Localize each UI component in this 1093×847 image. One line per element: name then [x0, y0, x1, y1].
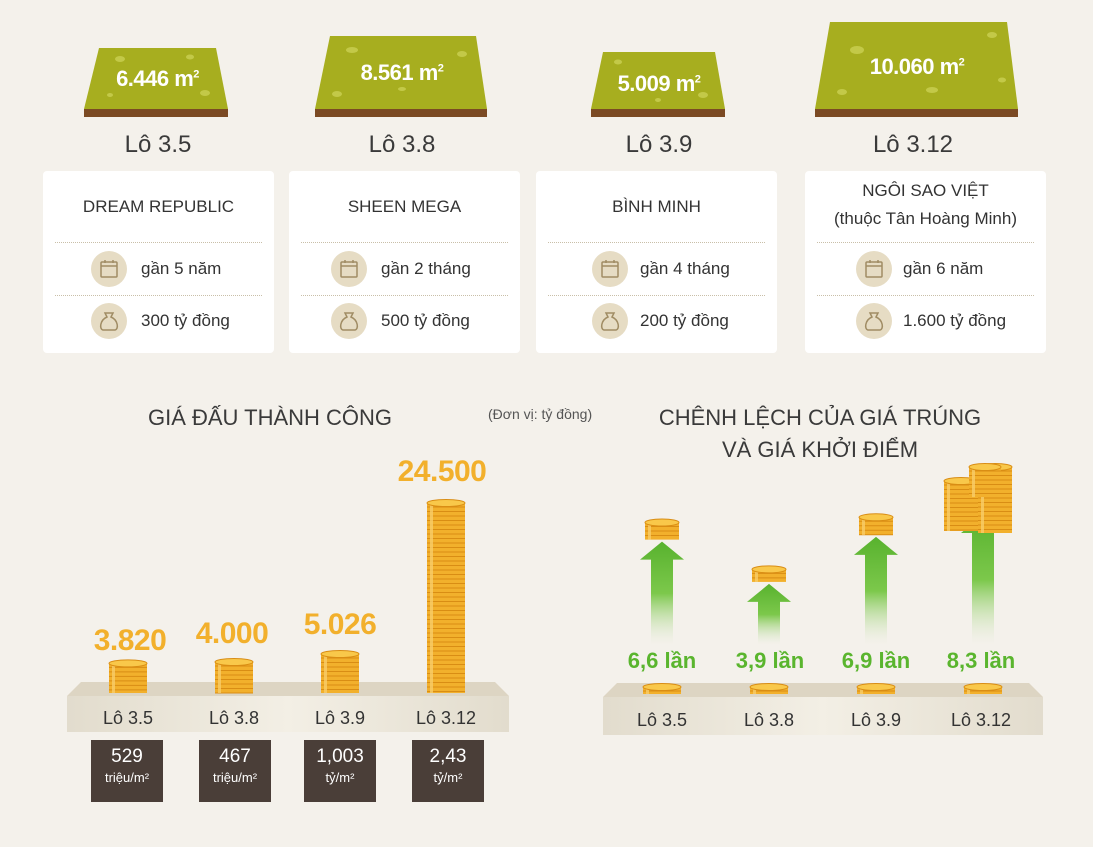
- ratio-base-coin-lô-3-9: [856, 683, 896, 694]
- capital-text: 500 tỷ đồng: [381, 311, 470, 330]
- ratio-arrow-lô-3-12: [961, 515, 1005, 645]
- time-text: gần 4 tháng: [640, 259, 730, 278]
- lot-label-3-5: Lô 3.5: [124, 131, 192, 158]
- time-text: gần 2 tháng: [381, 259, 471, 278]
- calendar-icon: [91, 251, 127, 287]
- time-text: gần 5 năm: [141, 259, 222, 278]
- ratio-chart-title-line1: CHÊNH LỆCH CỦA GIÁ TRÚNG: [658, 405, 982, 430]
- investor-name: BÌNH MINH: [612, 197, 701, 216]
- capital-text: 1.600 tỷ đồng: [903, 311, 1007, 330]
- price-value-3-5: 3.820: [93, 624, 167, 657]
- ratio-value-3-9: 6,9 lần: [841, 648, 911, 673]
- price-chart-unit: (Đơn vị: tỷ đồng): [488, 406, 593, 422]
- ratio-xlabel-3-12: Lô 3.12: [950, 710, 1012, 730]
- investor-card-3-12: NGÔI SAO VIỆT (thuộc Tân Hoàng Minh) gần…: [805, 171, 1046, 353]
- money-bag-icon: [91, 303, 127, 339]
- price-xlabel-3-5: Lô 3.5: [102, 708, 154, 728]
- investor-card-3-9: BÌNH MINH gần 4 tháng 200 tỷ đồng: [536, 171, 777, 353]
- ratio-coins-lô-3-9: [858, 513, 894, 536]
- capital-row: 1.600 tỷ đồng: [805, 303, 1046, 343]
- investor-subname: (thuộc Tân Hoàng Minh): [833, 209, 1017, 228]
- time-row: gần 4 tháng: [536, 251, 777, 291]
- capital-row: 500 tỷ đồng: [289, 303, 520, 343]
- ratio-base-coin-lô-3-5: [642, 683, 682, 694]
- money-bag-icon: [592, 303, 628, 339]
- lot-label-3-12: Lô 3.12: [872, 131, 954, 158]
- price-value-3-12: 24.500: [397, 455, 487, 488]
- price-per-m2-3-9: 1,003 tỷ/m²: [304, 740, 376, 802]
- ratio-chart-base: [603, 683, 1043, 735]
- lot-area-3-12: 10.060 m2: [869, 54, 965, 79]
- lot-plot-3-5: [84, 48, 228, 117]
- ratio-value-3-5: 6,6 lần: [627, 648, 697, 673]
- price-value-3-9: 5.026: [303, 608, 377, 641]
- ratio-base-coin-lô-3-12: [963, 683, 1003, 694]
- price-bar-lô-3-12: [426, 499, 466, 693]
- lot-label-3-8: Lô 3.8: [368, 131, 436, 158]
- ratio-arrow-lô-3-8: [747, 583, 791, 645]
- time-text: gần 6 năm: [903, 259, 984, 278]
- ratio-value-3-8: 3,9 lần: [735, 648, 805, 673]
- price-chart-title: GIÁ ĐẤU THÀNH CÔNG: [147, 405, 393, 430]
- ratio-coins-extra-top: [968, 463, 1002, 497]
- investor-name: SHEEN MEGA: [347, 197, 462, 216]
- calendar-icon: [592, 251, 628, 287]
- price-xlabel-3-9: Lô 3.9: [314, 708, 366, 728]
- lot-label-3-9: Lô 3.9: [625, 131, 693, 158]
- ratio-coins-lô-3-5: [644, 518, 680, 540]
- investor-card-3-8: SHEEN MEGA gần 2 tháng 500 tỷ đồng: [289, 171, 520, 353]
- money-bag-icon: [856, 303, 892, 339]
- capital-row: 300 tỷ đồng: [43, 303, 274, 343]
- price-xlabel-3-8: Lô 3.8: [208, 708, 260, 728]
- price-per-m2-3-12: 2,43 tỷ/m²: [412, 740, 484, 802]
- lot-plot-3-8: [315, 36, 487, 117]
- time-row: gần 5 năm: [43, 251, 274, 291]
- lot-plot-3-9: [591, 52, 725, 117]
- price-bar-lô-3-9: [320, 650, 360, 693]
- ratio-base-coin-lô-3-8: [749, 683, 789, 694]
- money-bag-icon: [331, 303, 367, 339]
- ratio-coins-lô-3-8: [751, 565, 787, 582]
- ratio-xlabel-3-9: Lô 3.9: [850, 710, 902, 730]
- ratio-arrow-lô-3-9: [854, 536, 898, 645]
- investor-name: NGÔI SAO VIỆT: [862, 181, 989, 200]
- ratio-arrow-lô-3-5: [640, 541, 684, 645]
- lot-area-3-5: 6.446 m2: [116, 66, 199, 91]
- ratio-value-3-12: 8,3 lần: [946, 648, 1016, 673]
- ratio-xlabel-3-5: Lô 3.5: [636, 710, 688, 730]
- capital-text: 300 tỷ đồng: [141, 311, 230, 330]
- lot-area-3-9: 5.009 m2: [617, 71, 701, 96]
- price-per-m2-3-5: 529 triệu/m²: [91, 740, 163, 802]
- lot-area-3-8: 8.561 m2: [360, 60, 444, 85]
- capital-text: 200 tỷ đồng: [640, 311, 729, 330]
- ratio-chart-title-line2: VÀ GIÁ KHỞI ĐIỂM: [721, 437, 919, 462]
- price-per-m2-3-8: 467 triệu/m²: [199, 740, 271, 802]
- time-row: gần 6 năm: [805, 251, 1046, 291]
- ratio-xlabel-3-8: Lô 3.8: [743, 710, 795, 730]
- time-row: gần 2 tháng: [289, 251, 520, 291]
- capital-row: 200 tỷ đồng: [536, 303, 777, 343]
- investor-name: DREAM REPUBLIC: [82, 197, 235, 216]
- lot-plot-3-12: [815, 22, 1018, 117]
- price-value-3-8: 4.000: [195, 617, 269, 650]
- calendar-icon: [331, 251, 367, 287]
- price-bar-lô-3-5: [108, 659, 148, 693]
- price-chart-base: [67, 682, 509, 732]
- calendar-icon: [856, 251, 892, 287]
- investor-card-3-5: DREAM REPUBLIC gần 5 năm 300 tỷ đồng: [43, 171, 274, 353]
- price-xlabel-3-12: Lô 3.12: [415, 708, 477, 728]
- price-bar-lô-3-8: [214, 657, 254, 694]
